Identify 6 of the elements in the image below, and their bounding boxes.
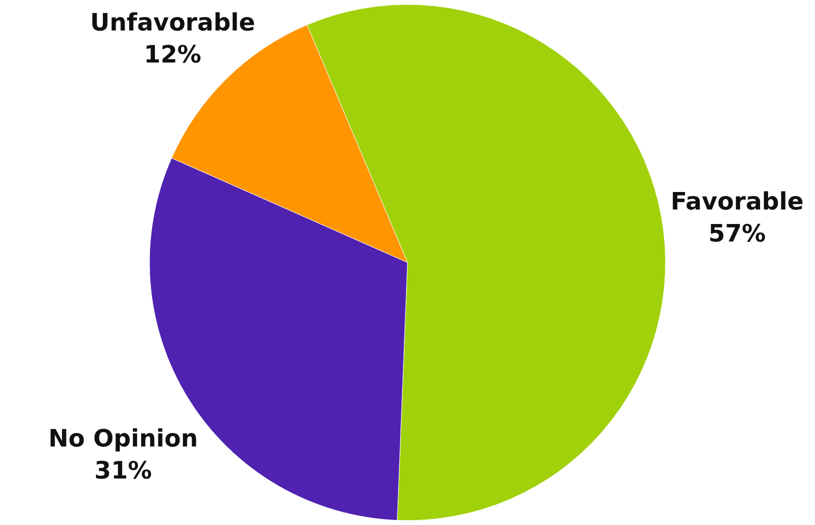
slice-label: No Opinion bbox=[48, 424, 198, 453]
data-label: 31% bbox=[94, 456, 152, 485]
slice-label: Unfavorable bbox=[90, 8, 256, 37]
data-label: 12% bbox=[144, 40, 202, 69]
slice-label: Favorable bbox=[670, 187, 804, 216]
data-label: 57% bbox=[708, 219, 766, 248]
